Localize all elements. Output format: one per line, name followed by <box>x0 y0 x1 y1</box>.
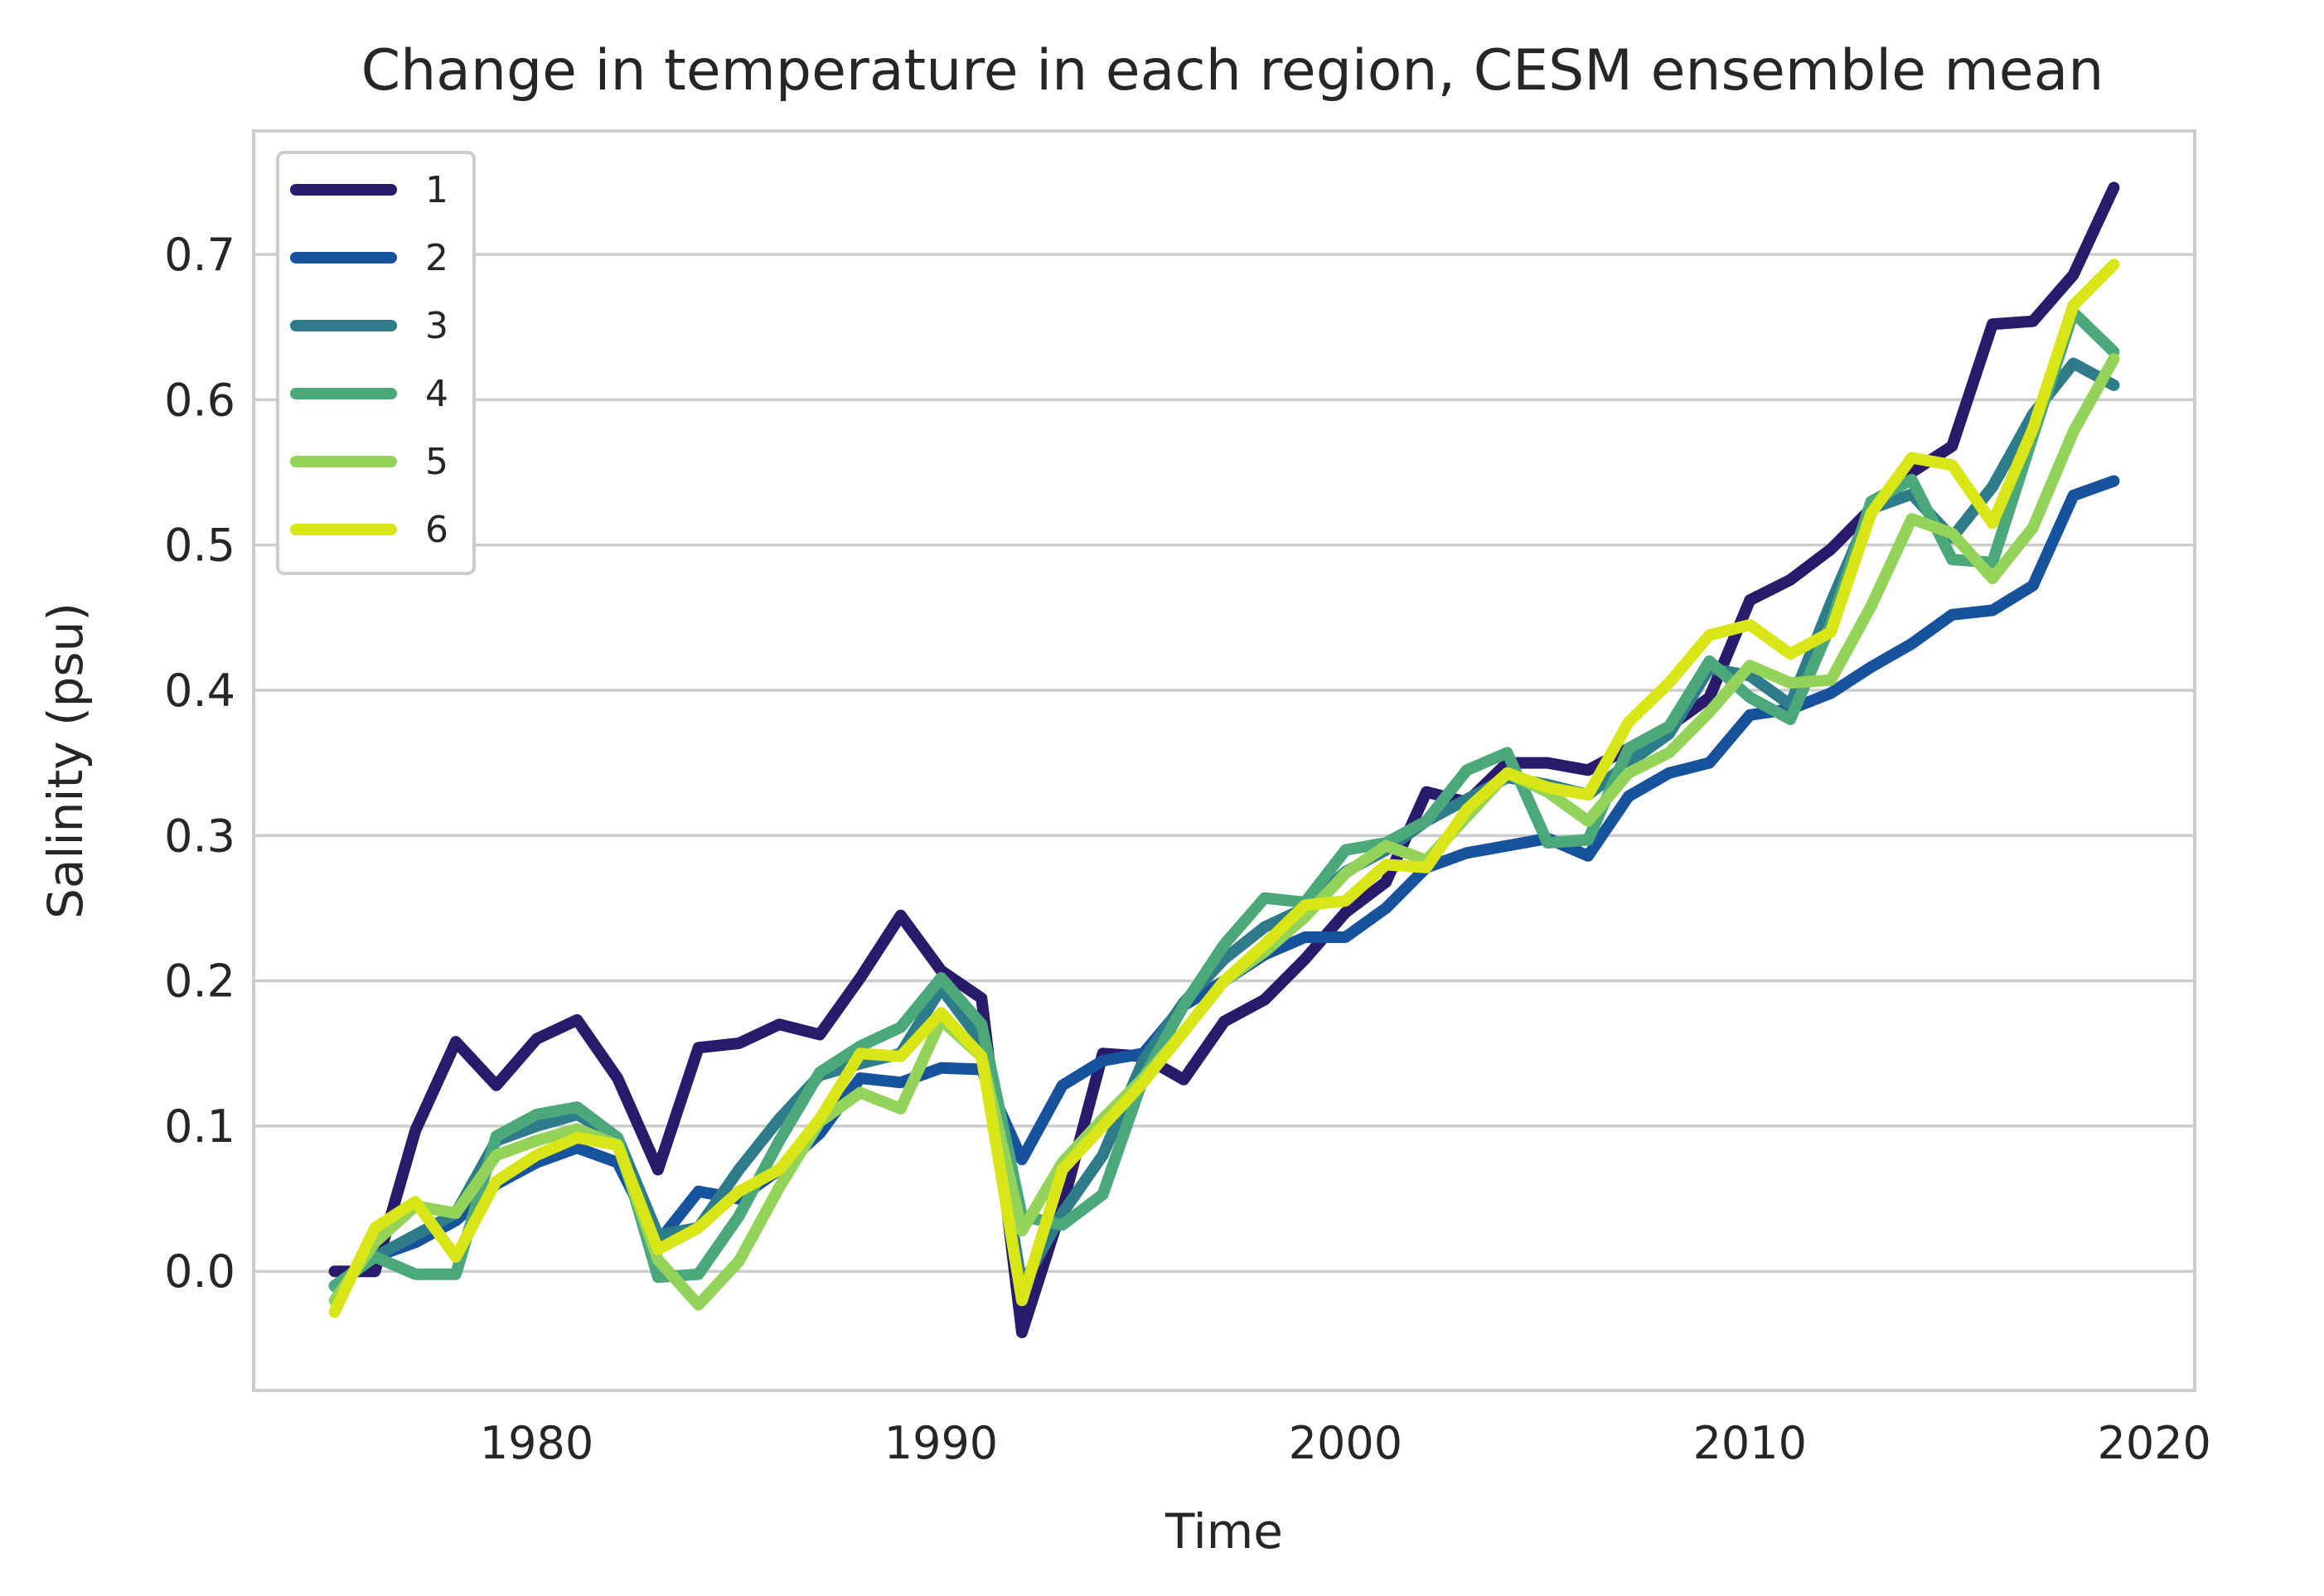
series-line-1 <box>328 181 2120 1338</box>
y-axis-ticks: 0.0 0.1 0.2 0.3 0.4 0.5 0.6 0.7 <box>164 229 235 1298</box>
chart-title: Change in temperature in each region, CE… <box>361 38 2104 104</box>
legend-label-5: 5 <box>425 441 448 483</box>
legend: 1 2 3 4 5 6 <box>276 151 476 575</box>
y-tick-label: 0.0 <box>164 1245 235 1298</box>
legend-label-1: 1 <box>425 169 448 211</box>
x-tick-label: 1990 <box>884 1417 998 1469</box>
y-tick-label: 0.4 <box>164 665 235 717</box>
plot-frame <box>252 129 2196 1392</box>
x-tick-label: 1980 <box>480 1417 593 1469</box>
legend-label-2: 2 <box>425 237 448 279</box>
y-tick-label: 0.5 <box>164 520 235 572</box>
series-line-6 <box>328 259 2120 1318</box>
series-line-5 <box>328 353 2120 1311</box>
legend-label-6: 6 <box>425 509 448 551</box>
x-axis-ticks: 1980 1990 2000 2010 2020 <box>480 1417 2211 1469</box>
y-tick-label: 0.7 <box>164 229 235 281</box>
x-tick-label: 2010 <box>1693 1417 1807 1469</box>
y-tick-label: 0.2 <box>164 955 235 1008</box>
y-axis-label: Salinity (psu) <box>37 602 94 919</box>
y-tick-label: 0.3 <box>164 810 235 862</box>
series-lines <box>328 181 2120 1338</box>
x-axis-label: Time <box>1164 1503 1283 1560</box>
y-tick-label: 0.6 <box>164 374 235 426</box>
legend-label-3: 3 <box>425 305 448 347</box>
x-tick-label: 2020 <box>2097 1417 2210 1469</box>
x-tick-label: 2000 <box>1289 1417 1402 1469</box>
y-tick-label: 0.1 <box>164 1100 235 1153</box>
legend-label-4: 4 <box>425 373 448 415</box>
